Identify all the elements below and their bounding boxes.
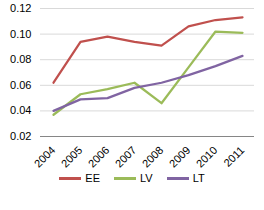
svg-text:2004: 2004 [32,144,58,170]
svg-text:2008: 2008 [140,144,166,170]
svg-text:2010: 2010 [194,144,220,170]
html-text:EE: EE [85,172,100,184]
svg-text:0.02: 0.02 [10,130,31,142]
html-text:LT: LT [192,172,205,184]
svg-text:2006: 2006 [86,144,112,170]
svg-text:0.04: 0.04 [10,104,31,116]
svg-text:2007: 2007 [113,144,139,170]
svg-text:0.12: 0.12 [10,2,31,14]
svg-text:2011: 2011 [221,144,246,169]
svg-text:0.08: 0.08 [10,53,31,65]
svg-text:2005: 2005 [59,144,85,170]
svg-text:2009: 2009 [167,144,193,170]
svg-text:0.06: 0.06 [10,79,31,91]
svg-text:0.10: 0.10 [10,28,31,40]
html-text:LV: LV [140,172,153,184]
